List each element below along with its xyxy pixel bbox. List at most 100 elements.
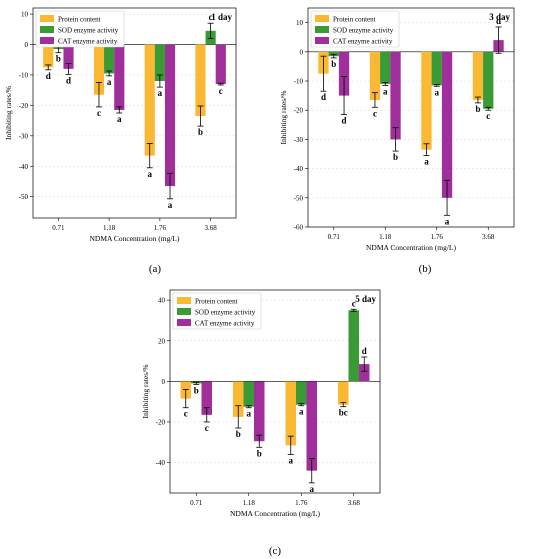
- y-tick-label: -40: [156, 459, 166, 467]
- bar-sod-enzyme-activity: [296, 381, 307, 405]
- legend-swatch: [177, 308, 191, 315]
- bar-sod-enzyme-activity: [431, 51, 442, 86]
- bar-sod-enzyme-activity: [483, 51, 494, 109]
- bar-sod-enzyme-activity: [348, 310, 359, 382]
- legend-entry: Protein content: [195, 298, 238, 306]
- y-tick-label: 0: [300, 48, 304, 56]
- significance-label: d: [46, 71, 51, 81]
- significance-label: a: [445, 216, 450, 226]
- significance-label: a: [310, 484, 315, 494]
- bar-cat-enzyme-activity: [63, 44, 74, 69]
- bar-protein-content: [93, 44, 105, 95]
- significance-label: a: [168, 200, 173, 210]
- y-tick-label: -40: [19, 163, 29, 171]
- legend-swatch: [177, 297, 191, 304]
- x-tick-label: 3.68: [205, 224, 218, 232]
- legend-swatch: [40, 15, 54, 22]
- significance-label: b: [56, 54, 61, 64]
- day-label: 5 day: [355, 294, 376, 304]
- x-tick-label: 3.68: [482, 233, 495, 241]
- bar-cat-enzyme-activity: [390, 51, 401, 140]
- y-tick-label: 20: [158, 337, 166, 345]
- legend-box: [310, 10, 400, 48]
- x-axis-label: NDMA Concentration (mg/L): [90, 234, 180, 243]
- significance-label: b: [331, 59, 336, 69]
- x-tick-label: 1.18: [103, 224, 116, 232]
- bar-sod-enzyme-activity: [243, 381, 254, 407]
- bar-protein-content: [421, 51, 432, 150]
- significance-label: c: [97, 108, 101, 118]
- legend-box: [35, 10, 125, 48]
- bar-cat-enzyme-activity: [441, 51, 453, 198]
- significance-label: d: [66, 75, 71, 85]
- significance-label: a: [107, 77, 112, 87]
- plot-frame: [32, 7, 237, 219]
- legend-swatch: [315, 26, 329, 33]
- significance-label: c: [205, 423, 209, 433]
- x-tick-label: 1.76: [431, 233, 444, 241]
- bar-cat-enzyme-activity: [306, 381, 317, 471]
- bar-cat-enzyme-activity: [114, 44, 125, 110]
- bar-protein-content: [472, 51, 484, 100]
- day-label: 1 day: [211, 12, 232, 22]
- bar-sod-enzyme-activity: [154, 44, 165, 82]
- y-tick-label: -10: [19, 71, 29, 79]
- significance-label: a: [383, 86, 388, 96]
- significance-label: a: [435, 87, 440, 97]
- y-tick-label: 0: [25, 41, 29, 49]
- y-tick-label: -50: [19, 193, 29, 201]
- significance-label: b: [393, 152, 398, 162]
- x-tick-label: 0.71: [52, 224, 65, 232]
- legend-entry: CAT enzyme activity: [195, 320, 255, 328]
- legend-entry: SOD enzyme activity: [195, 309, 256, 317]
- bar-cat-enzyme-activity: [164, 44, 176, 187]
- y-tick-label: -10: [294, 78, 304, 86]
- y-tick-label: -30: [294, 136, 304, 144]
- significance-label: bc: [339, 408, 348, 418]
- significance-label: a: [117, 114, 122, 124]
- significance-label: d: [362, 346, 367, 356]
- legend-entry: CAT enzyme activity: [333, 38, 393, 46]
- y-tick-label: -40: [294, 165, 304, 173]
- significance-label: b: [475, 104, 480, 114]
- significance-label: d: [496, 16, 501, 26]
- significance-label: a: [424, 156, 429, 166]
- x-tick-label: 0.71: [328, 233, 341, 241]
- significance-label: c: [184, 409, 188, 419]
- y-tick-label: -20: [19, 102, 29, 110]
- bar-sod-enzyme-activity: [104, 44, 115, 74]
- bar-sod-enzyme-activity: [380, 51, 391, 84]
- legend-swatch: [177, 319, 191, 326]
- x-tick-label: 3.68: [348, 499, 361, 507]
- x-axis-label: NDMA Concentration (mg/L): [366, 243, 456, 252]
- y-axis-label: Inhibiting rates/%: [279, 91, 288, 145]
- bar-cat-enzyme-activity: [215, 44, 226, 85]
- legend-swatch: [315, 37, 329, 44]
- bar-protein-content: [43, 44, 54, 68]
- y-tick-label: -30: [19, 132, 29, 140]
- y-tick-label: 40: [158, 297, 166, 305]
- significance-label: c: [486, 111, 490, 121]
- y-tick-label: -60: [294, 224, 304, 232]
- significance-label: c: [219, 86, 223, 96]
- legend: Protein content SOD enzyme activity CAT en…: [35, 10, 125, 48]
- significance-label: c: [373, 108, 377, 118]
- significance-label: b: [194, 385, 199, 395]
- legend-entry: SOD enzyme activity: [58, 27, 119, 35]
- legend-entry: CAT enzyme activity: [58, 38, 118, 46]
- chart-panel-2: 100-10-20-30-40-50-600.71dbd1.18cab1.76a…: [279, 7, 515, 275]
- panel-label: (b): [419, 263, 432, 275]
- significance-label: a: [158, 88, 163, 98]
- significance-label: a: [299, 407, 304, 417]
- y-tick-label: -20: [294, 107, 304, 115]
- x-tick-label: 1.18: [379, 233, 392, 241]
- significance-label: d: [342, 116, 347, 126]
- y-tick-label: 10: [296, 19, 304, 27]
- y-axis-label: Inhibiting rates/%: [4, 86, 13, 140]
- bar-sod-enzyme-activity: [328, 51, 339, 57]
- x-tick-label: 1.18: [243, 499, 256, 507]
- significance-label: d: [321, 92, 326, 102]
- legend: Protein content SOD enzyme activity CAT en…: [310, 10, 400, 48]
- bar-cat-enzyme-activity: [338, 51, 350, 96]
- day-label: 3 day: [489, 12, 510, 22]
